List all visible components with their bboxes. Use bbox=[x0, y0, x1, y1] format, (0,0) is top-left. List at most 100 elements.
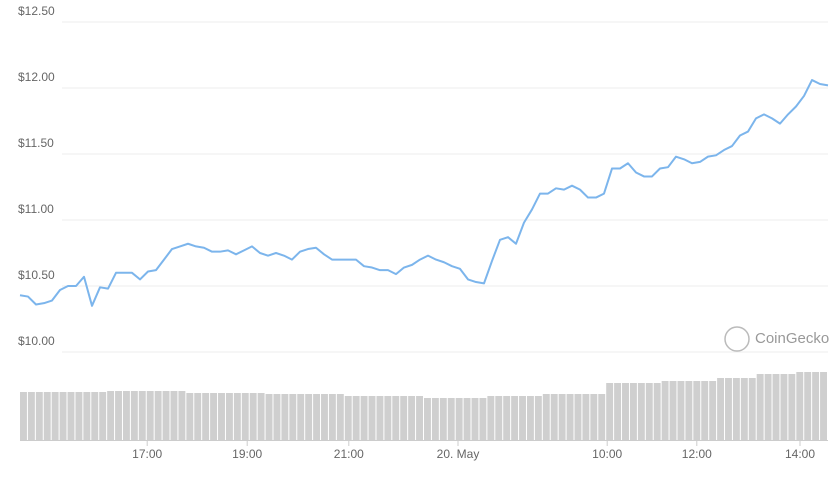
volume-bar bbox=[534, 396, 542, 440]
volume-bar bbox=[138, 391, 146, 440]
volume-bar bbox=[210, 393, 218, 440]
y-tick-label: $12.00 bbox=[18, 70, 55, 84]
volume-bar bbox=[352, 396, 360, 440]
volume-bar bbox=[51, 392, 59, 440]
volume-bar bbox=[321, 394, 328, 440]
volume-bar bbox=[558, 394, 566, 440]
volume-bar bbox=[20, 392, 27, 440]
volume-bar bbox=[297, 394, 305, 440]
volume-bar bbox=[202, 393, 210, 440]
volume-bar bbox=[598, 394, 606, 440]
volume-bar bbox=[526, 396, 534, 440]
volume-bar bbox=[241, 393, 249, 440]
volume-bar bbox=[75, 392, 83, 440]
volume-bar bbox=[479, 398, 487, 440]
volume-bar bbox=[313, 394, 321, 440]
volume-bar bbox=[289, 394, 297, 440]
volume-bar bbox=[780, 374, 788, 440]
volume-bar bbox=[281, 394, 289, 440]
volume-bar bbox=[186, 393, 194, 440]
volume-bar bbox=[400, 396, 408, 440]
x-tick-label: 17:00 bbox=[132, 447, 162, 461]
volume-bar bbox=[336, 394, 344, 440]
volume-bar bbox=[194, 393, 202, 440]
volume-bar bbox=[162, 391, 170, 440]
volume-bar bbox=[820, 372, 827, 440]
volume-bar bbox=[265, 394, 273, 440]
volume-bar bbox=[614, 383, 622, 440]
volume-bar bbox=[178, 391, 186, 440]
volume-bar bbox=[542, 394, 550, 440]
volume-bar bbox=[629, 383, 637, 440]
volume-bar bbox=[748, 378, 756, 440]
volume-bar bbox=[154, 391, 162, 440]
x-tick-label: 21:00 bbox=[334, 447, 364, 461]
volume-bar bbox=[772, 374, 780, 440]
volume-bar bbox=[590, 394, 598, 440]
volume-bar bbox=[503, 396, 511, 440]
volume-bar bbox=[130, 391, 138, 440]
volume-bar bbox=[661, 381, 669, 440]
volume-bar bbox=[804, 372, 812, 440]
x-tick-label: 10:00 bbox=[592, 447, 622, 461]
volume-bar bbox=[725, 378, 732, 440]
y-tick-label: $12.50 bbox=[18, 4, 55, 18]
volume-bar bbox=[115, 391, 122, 440]
x-tick-label: 14:00 bbox=[785, 447, 815, 461]
volume-bar bbox=[328, 394, 336, 440]
volume-bar bbox=[439, 398, 447, 440]
volume-bar bbox=[249, 393, 257, 440]
volume-bar bbox=[447, 398, 455, 440]
volume-bar bbox=[344, 396, 352, 440]
volume-bar bbox=[709, 381, 717, 440]
volume-bar bbox=[740, 378, 748, 440]
volume-bar bbox=[550, 394, 558, 440]
volume-bar bbox=[360, 396, 368, 440]
volume-bar bbox=[519, 396, 526, 440]
volume-bar bbox=[233, 393, 241, 440]
volume-bar bbox=[764, 374, 772, 440]
volume-bar bbox=[59, 392, 67, 440]
volume-bar bbox=[43, 392, 51, 440]
volume-bar bbox=[566, 394, 574, 440]
volume-bar bbox=[685, 381, 693, 440]
volume-bar bbox=[463, 398, 471, 440]
x-tick-label: 19:00 bbox=[232, 447, 262, 461]
volume-bar bbox=[107, 391, 115, 440]
volume-bar bbox=[455, 398, 463, 440]
y-tick-label: $11.50 bbox=[18, 136, 54, 150]
volume-bar bbox=[408, 396, 416, 440]
volume-bar bbox=[91, 392, 99, 440]
y-tick-label: $10.00 bbox=[18, 334, 55, 348]
volume-bar bbox=[732, 378, 740, 440]
volume-bar bbox=[218, 393, 225, 440]
volume-bar bbox=[677, 381, 685, 440]
watermark-text: CoinGecko bbox=[755, 330, 829, 347]
volume-bar bbox=[424, 398, 431, 440]
volume-bar bbox=[392, 396, 400, 440]
volume-bar bbox=[83, 392, 91, 440]
volume-bar bbox=[99, 392, 107, 440]
volume-bar bbox=[122, 391, 130, 440]
volume-bar bbox=[796, 372, 804, 440]
volume-bar bbox=[431, 398, 439, 440]
volume-bar bbox=[257, 393, 265, 440]
volume-bar bbox=[788, 374, 796, 440]
volume-bar bbox=[653, 383, 661, 440]
y-tick-label: $11.00 bbox=[18, 202, 54, 216]
volume-bar bbox=[645, 383, 653, 440]
x-tick-label: 12:00 bbox=[682, 447, 712, 461]
volume-bar bbox=[756, 374, 764, 440]
volume-bar bbox=[717, 378, 725, 440]
volume-bar bbox=[376, 396, 384, 440]
volume-bar bbox=[511, 396, 519, 440]
volume-bar bbox=[693, 381, 701, 440]
volume-bar bbox=[701, 381, 709, 440]
volume-bar bbox=[35, 392, 43, 440]
watermark: CoinGecko bbox=[724, 326, 829, 352]
volume-bar bbox=[67, 392, 75, 440]
volume-bar bbox=[305, 394, 313, 440]
volume-bar bbox=[146, 391, 154, 440]
volume-bar bbox=[574, 394, 582, 440]
